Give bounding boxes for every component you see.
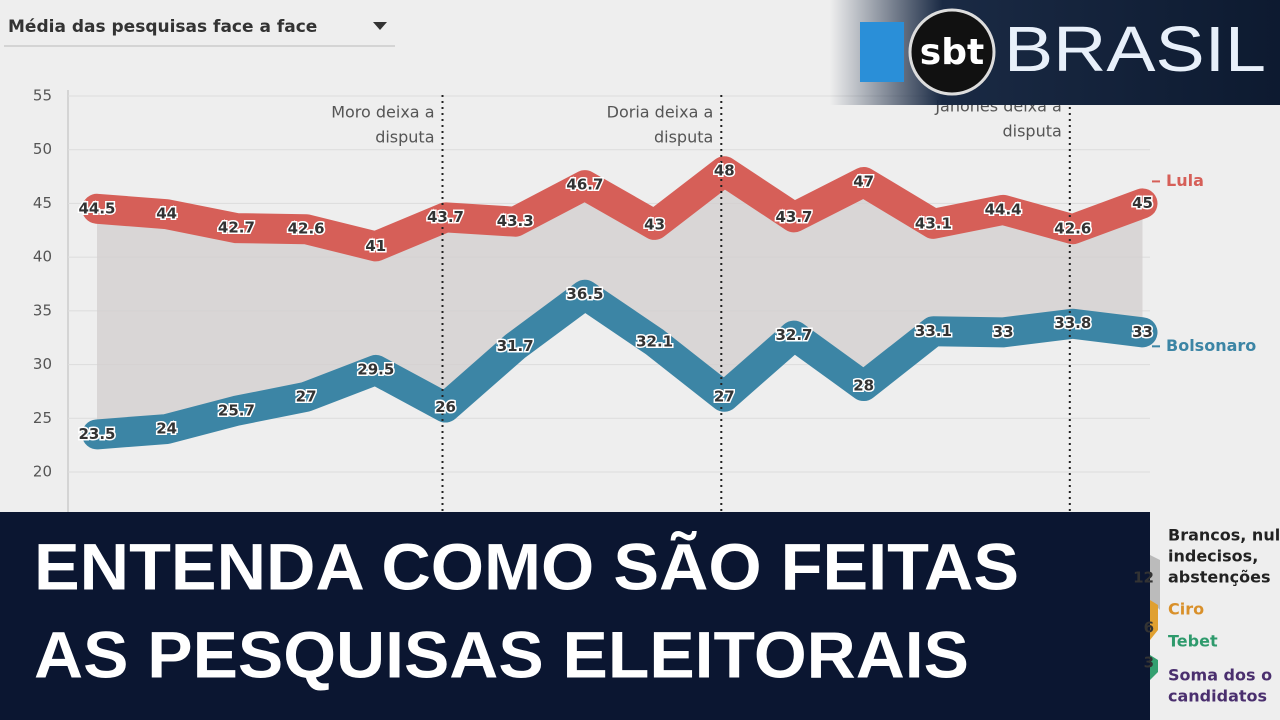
- lower-legend-label: Tebet: [1168, 632, 1218, 651]
- lower-band: [1150, 655, 1158, 680]
- value-label: 45: [1132, 194, 1153, 212]
- annotation: disputa: [1002, 122, 1061, 141]
- value-label: 43: [644, 215, 665, 233]
- y-tick-label: 40: [33, 248, 52, 266]
- y-tick-label: 25: [33, 409, 52, 427]
- value-label: 23.5: [78, 425, 115, 443]
- series-ribbon: [82, 279, 1158, 450]
- value-label: 47: [853, 172, 874, 190]
- value-label: 33: [1132, 323, 1153, 341]
- value-label: 43.3: [497, 212, 534, 230]
- value-label: 44.4: [985, 200, 1022, 218]
- value-label: 43.7: [427, 208, 464, 226]
- series-ribbon: [82, 156, 1158, 262]
- y-tick-label: 55: [33, 87, 52, 105]
- annotation: disputa: [654, 128, 713, 147]
- logo-mark: sbt: [920, 32, 984, 73]
- value-label: 32.7: [775, 326, 812, 344]
- value-label: 44: [156, 205, 177, 223]
- y-tick-label: 50: [33, 140, 52, 158]
- legend-label: Bolsonaro: [1166, 336, 1256, 355]
- value-label: 43.7: [775, 208, 812, 226]
- annotation: Doria deixa a: [607, 103, 714, 122]
- value-label: 29.5: [357, 360, 394, 378]
- value-label: 31.7: [497, 337, 534, 355]
- lower-legend: Brancos, nul indecisos, abstenções 12 Ciro 6T…: [1133, 526, 1280, 706]
- value-label: 25.7: [218, 401, 255, 419]
- lower-value-label: 6: [1144, 619, 1154, 637]
- dropdown-arrow[interactable]: [373, 22, 387, 30]
- value-label: 42.6: [1054, 220, 1091, 238]
- value-label: 33.1: [915, 322, 952, 340]
- legend-label: Lula: [1166, 171, 1204, 190]
- lower-value-label: 3: [1144, 654, 1154, 672]
- headline-line: ENTENDA COMO SÃO FEITAS: [34, 529, 1019, 603]
- value-label: 28: [853, 377, 874, 395]
- logo-block: [860, 22, 904, 82]
- lower-value-label: 12: [1133, 569, 1154, 587]
- y-tick-label: 45: [33, 194, 52, 212]
- value-label: 26: [435, 398, 456, 416]
- lower-legend-label: candidatos: [1168, 687, 1267, 706]
- value-label: 24: [156, 420, 177, 438]
- lower-legend-label: Ciro: [1168, 600, 1204, 619]
- logo-name: BRASIL: [1004, 13, 1266, 85]
- value-label: 27: [714, 387, 735, 405]
- logo-circle: [908, 8, 996, 96]
- value-label: 32.1: [636, 333, 673, 351]
- dropdown-label: Média das pesquisas face a face: [8, 17, 317, 37]
- logo-backdrop: [830, 0, 1280, 105]
- lower-legend-label: abstenções: [1168, 568, 1271, 587]
- value-label: 27: [296, 387, 317, 405]
- y-tick-label: 20: [33, 463, 52, 481]
- value-label: 41: [365, 237, 386, 255]
- value-label: 42.7: [218, 219, 255, 237]
- value-label: 48: [714, 162, 735, 180]
- headline-line: AS PESQUISAS ELEITORAIS: [34, 617, 969, 691]
- value-label: 44.5: [78, 199, 115, 217]
- chart: 20 25 30 35 40 45 50 55 Moro deixa a disputa Doria…: [33, 87, 1256, 720]
- value-label: 36.5: [566, 285, 603, 303]
- value-label: 43.1: [915, 214, 952, 232]
- lower-legend-label: Soma dos o: [1168, 666, 1272, 685]
- lower-legend-label: Brancos, nul: [1168, 526, 1280, 545]
- lower-band: [1150, 555, 1160, 610]
- value-label: 46.7: [566, 176, 603, 194]
- lower-band: [1150, 600, 1158, 640]
- headline-banner: [0, 512, 1150, 720]
- value-label: 42.6: [288, 220, 325, 238]
- value-label: 33.8: [1054, 314, 1091, 332]
- y-tick-label: 30: [33, 355, 52, 373]
- lower-legend-label: indecisos,: [1168, 547, 1258, 566]
- annotation: disputa: [375, 128, 434, 147]
- annotation: Moro deixa a: [331, 103, 434, 122]
- y-tick-label: 35: [33, 301, 52, 319]
- value-label: 33: [993, 323, 1014, 341]
